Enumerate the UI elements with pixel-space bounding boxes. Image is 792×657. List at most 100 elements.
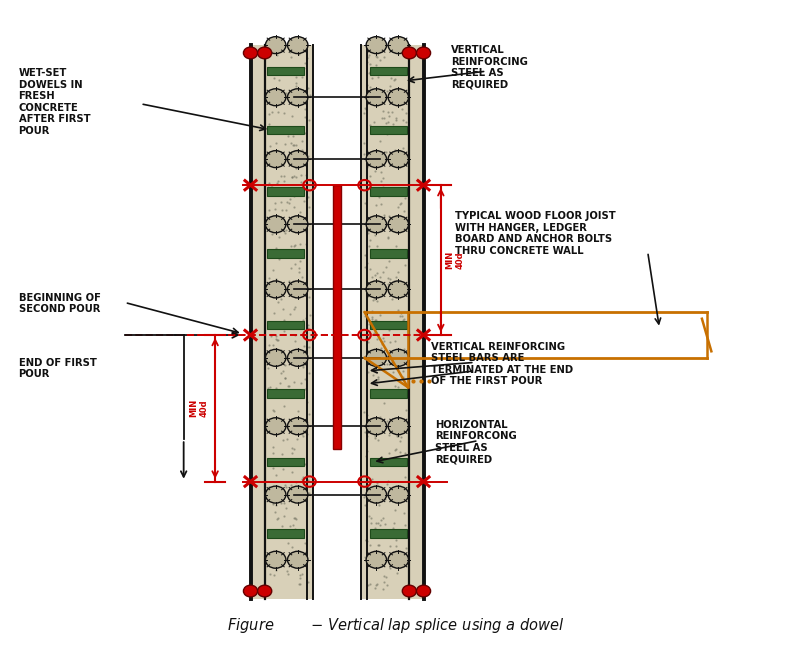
Point (364, 67, 377, 78)
Point (300, 396, 313, 407)
Point (384, 290, 397, 300)
Point (280, 247, 293, 258)
Point (391, 162, 404, 172)
Point (280, 503, 292, 514)
Point (263, 109, 276, 120)
Point (375, 342, 387, 353)
Point (267, 406, 280, 417)
Bar (267, 321, 304, 329)
Point (387, 558, 400, 569)
Point (371, 241, 383, 252)
Point (396, 311, 409, 321)
Bar (360, 45, 424, 599)
Point (371, 415, 383, 426)
Point (397, 371, 409, 382)
Circle shape (265, 551, 286, 568)
Point (291, 560, 304, 571)
Point (287, 443, 300, 454)
Point (364, 540, 377, 551)
Circle shape (265, 350, 286, 367)
Point (271, 413, 284, 424)
Point (384, 321, 397, 332)
Point (278, 373, 291, 384)
Point (285, 171, 298, 182)
Point (301, 353, 314, 363)
Point (303, 202, 315, 212)
Point (272, 106, 284, 117)
Point (361, 445, 374, 456)
Point (284, 52, 297, 62)
Point (275, 424, 287, 434)
Point (382, 233, 394, 243)
Point (284, 289, 296, 300)
Point (269, 551, 282, 562)
Point (373, 411, 386, 422)
Point (399, 404, 412, 415)
Point (383, 211, 396, 221)
Point (370, 376, 383, 387)
Point (383, 153, 395, 164)
Point (398, 379, 411, 390)
Circle shape (287, 418, 308, 435)
Point (296, 472, 309, 482)
Point (366, 312, 379, 323)
Point (390, 351, 402, 362)
Point (293, 497, 306, 507)
Point (294, 213, 307, 223)
Point (287, 225, 299, 235)
Point (377, 558, 390, 568)
Point (381, 479, 394, 489)
Point (398, 193, 411, 203)
Point (280, 482, 292, 492)
Point (366, 272, 379, 283)
Point (371, 480, 383, 491)
Point (385, 62, 398, 73)
Point (380, 359, 393, 369)
Point (369, 427, 382, 438)
Bar (267, 250, 304, 258)
Point (269, 331, 282, 342)
Point (297, 315, 310, 325)
Point (290, 547, 303, 558)
Point (390, 124, 402, 134)
Point (378, 571, 390, 581)
Point (292, 221, 305, 231)
Point (296, 431, 309, 442)
Point (398, 344, 410, 355)
Point (394, 198, 406, 209)
Point (360, 150, 373, 161)
Point (366, 306, 379, 317)
Point (274, 294, 287, 304)
Point (266, 181, 279, 192)
Point (363, 315, 375, 326)
Point (364, 510, 376, 521)
Point (398, 447, 411, 458)
Point (398, 260, 411, 271)
Point (397, 65, 409, 76)
Point (394, 162, 406, 172)
Point (375, 166, 387, 177)
Point (397, 315, 409, 325)
Bar (370, 321, 407, 329)
Point (279, 480, 291, 491)
Point (367, 127, 380, 137)
Point (359, 198, 371, 208)
Point (278, 359, 291, 370)
Point (264, 345, 276, 355)
Point (286, 318, 299, 328)
Point (386, 523, 399, 533)
Point (264, 285, 276, 296)
Point (277, 325, 290, 336)
Point (387, 547, 400, 558)
Point (399, 472, 412, 482)
Bar (333, 185, 341, 449)
Point (379, 493, 391, 504)
Point (295, 385, 308, 396)
Point (284, 241, 297, 252)
Point (369, 230, 382, 240)
Point (269, 484, 282, 495)
Point (272, 74, 285, 85)
Point (269, 565, 282, 576)
Bar (267, 458, 304, 466)
Point (277, 497, 290, 508)
